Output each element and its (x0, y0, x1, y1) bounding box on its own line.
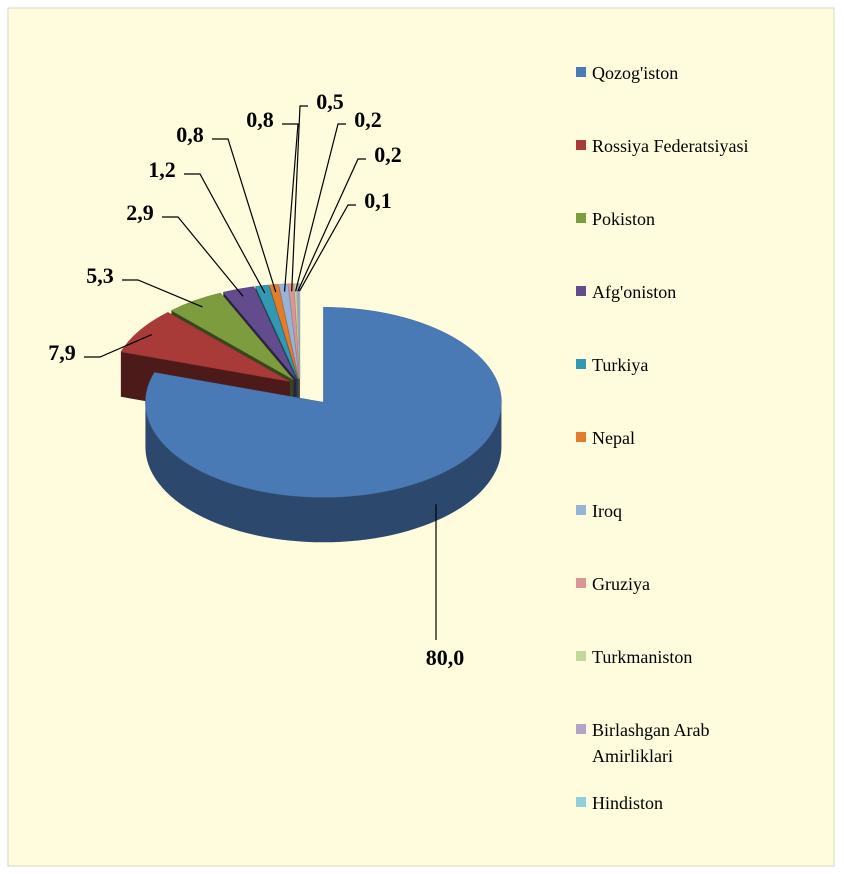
legend-swatch (576, 578, 586, 588)
leader-line (184, 173, 266, 294)
legend-item: Turkiya (576, 352, 816, 378)
legend-label: Iroq (592, 501, 622, 521)
legend-swatch (576, 286, 586, 296)
leader-line (122, 279, 203, 308)
data-label: 1,2 (148, 157, 176, 182)
data-label: 5,3 (86, 263, 114, 288)
leader-line (282, 123, 299, 292)
legend-swatch (576, 359, 586, 369)
leader-line (297, 158, 366, 292)
legend-item: Qozog'iston (576, 60, 816, 86)
leader-line (212, 138, 277, 293)
slice (255, 284, 298, 379)
slice (293, 283, 300, 379)
legend-item: Iroq (576, 498, 816, 524)
legend-label: Qozog'iston (592, 63, 679, 83)
legend-swatch (576, 651, 586, 661)
leader-line (84, 334, 153, 358)
legend-label: Turkiya (592, 355, 649, 375)
legend-label: Birlashgan Arab Amirliklari (592, 720, 710, 766)
legend-label: Pokiston (592, 209, 656, 229)
slice (120, 312, 291, 382)
data-label: 0,2 (374, 142, 402, 167)
legend-item: Rossiya Federatsiyasi (576, 133, 816, 159)
legend-label: Turkmaniston (592, 647, 693, 667)
legend-swatch (576, 797, 586, 807)
slice (278, 283, 300, 379)
slice (170, 292, 294, 380)
leader-line (162, 216, 244, 297)
legend-swatch (576, 432, 586, 442)
legend-item: Turkmaniston (576, 644, 816, 670)
legend-label: Gruziya (592, 574, 650, 594)
slice (222, 286, 297, 380)
legend-swatch (576, 67, 586, 77)
legend-item: Hindiston (576, 790, 816, 816)
legend-swatch (576, 724, 586, 734)
slice (287, 283, 300, 379)
data-label: 0,5 (316, 89, 344, 114)
legend-label: Afg'oniston (592, 282, 677, 302)
legend-item: Nepal (576, 425, 816, 451)
data-label: 80,0 (426, 645, 465, 670)
data-label: 0,8 (246, 107, 274, 132)
data-label: 0,1 (364, 188, 392, 213)
data-label: 0,2 (354, 107, 382, 132)
legend-swatch (576, 505, 586, 515)
legend-label: Nepal (592, 428, 635, 448)
data-label: 7,9 (48, 340, 76, 365)
legend-item: Gruziya (576, 571, 816, 597)
leader-line (298, 204, 356, 292)
data-label: 0,8 (176, 122, 204, 147)
legend-item: Afg'oniston (576, 279, 816, 305)
legend-item: Pokiston (576, 206, 816, 232)
data-label: 2,9 (126, 200, 154, 225)
leader-line (291, 105, 308, 292)
legend-label: Hindiston (592, 793, 664, 813)
legend-swatch (576, 213, 586, 223)
leader-line (294, 123, 346, 292)
legend-swatch (576, 140, 586, 150)
legend-item: Birlashgan Arab Amirliklari (576, 717, 816, 769)
slice (145, 307, 502, 498)
slice-side (145, 402, 502, 543)
legend-label: Rossiya Federatsiyasi (592, 136, 749, 156)
